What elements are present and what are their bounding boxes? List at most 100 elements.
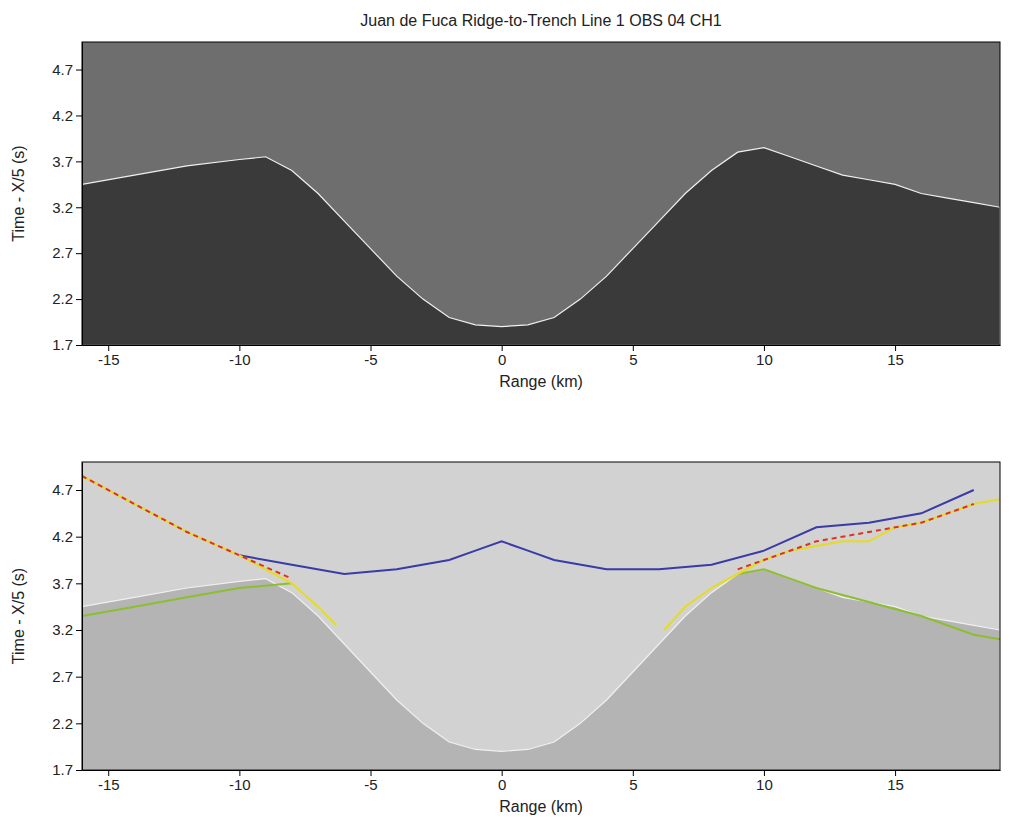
y-axis-title: Time - X/5 (s): [10, 145, 27, 241]
x-tick-label: 5: [629, 776, 637, 793]
y-axis-title: Time - X/5 (s): [10, 568, 27, 664]
y-tick-mark: [76, 770, 82, 771]
pick-line: [82, 583, 292, 616]
y-tick-mark: [76, 723, 82, 724]
pick-line: [738, 569, 1000, 639]
x-tick: 5: [629, 345, 637, 368]
arrival-area: [82, 569, 1000, 770]
y-tick-mark: [76, 630, 82, 631]
y-tick-label: 4.2: [52, 528, 73, 545]
x-tick: 15: [887, 770, 904, 793]
y-tick-label: 3.2: [52, 621, 73, 638]
y-axis-line: [82, 463, 83, 771]
x-tick: -10: [229, 345, 251, 368]
x-axis-title: Range (km): [499, 373, 583, 390]
x-axis-title: Range (km): [499, 798, 583, 815]
y-tick: 3.2: [52, 621, 82, 638]
y-tick: 2.2: [52, 290, 82, 307]
y-tick: 2.7: [52, 244, 82, 261]
y-tick-label: 2.2: [52, 290, 73, 307]
y-tick-label: 2.7: [52, 244, 73, 261]
y-tick-mark: [76, 583, 82, 584]
y-tick-label: 3.7: [52, 575, 73, 592]
y-tick: 3.2: [52, 199, 82, 216]
x-tick: 15: [887, 345, 904, 368]
x-tick-label: 0: [498, 776, 506, 793]
x-tick-label: -15: [98, 776, 120, 793]
y-axis: 1.7 2.2 2.7 3.2 3.7 4.2 4.7: [52, 43, 82, 354]
x-tick: -5: [364, 345, 377, 368]
x-axis: -15 -10 -5 0 5 10 15: [83, 770, 1001, 793]
y-tick: 4.2: [52, 107, 82, 124]
y-tick-mark: [76, 299, 82, 300]
x-tick: 5: [629, 770, 637, 793]
y-tick: 3.7: [52, 575, 82, 592]
x-tick: -15: [98, 770, 120, 793]
x-tick-label: 15: [887, 776, 904, 793]
y-tick: 2.2: [52, 715, 82, 732]
x-axis-line: [83, 770, 1001, 771]
y-tick-mark: [76, 677, 82, 678]
x-tick: -15: [98, 345, 120, 368]
x-tick: 0: [498, 770, 506, 793]
x-axis: -15 -10 -5 0 5 10 15: [83, 345, 1001, 368]
y-tick-mark: [76, 490, 82, 491]
marks: [82, 148, 1000, 345]
y-tick-mark: [76, 161, 82, 162]
x-tick: -10: [229, 770, 251, 793]
y-tick-label: 2.2: [52, 715, 73, 732]
panel: -15 -10 -5 0 5 10 15 1.7 2.2 2.7 3.2 3.7 4.2 4.7 Range…: [10, 462, 1001, 815]
plot-background: [82, 42, 1000, 345]
y-tick-label: 4.7: [52, 481, 73, 498]
chart-title: Juan de Fuca Ridge-to-Trench Line 1 OBS …: [360, 12, 721, 29]
y-tick-label: 4.7: [52, 61, 73, 78]
x-tick-label: 15: [887, 351, 904, 368]
panel: -15 -10 -5 0 5 10 15 1.7 2.2 2.7 3.2 3.7 4.2 4.7 Range…: [10, 12, 1001, 390]
y-tick-label: 1.7: [52, 761, 73, 778]
y-tick-mark: [76, 345, 82, 346]
y-tick: 2.7: [52, 668, 82, 685]
y-tick: 4.2: [52, 528, 82, 545]
y-tick-label: 2.7: [52, 668, 73, 685]
y-tick: 4.7: [52, 61, 82, 78]
y-axis-line: [82, 43, 83, 346]
y-tick-label: 1.7: [52, 336, 73, 353]
pick-line: [664, 499, 1000, 630]
x-tick-label: -10: [229, 351, 251, 368]
pick-line: [82, 476, 292, 579]
x-tick-label: 0: [498, 351, 506, 368]
y-tick-mark: [76, 115, 82, 116]
x-tick-label: -5: [364, 351, 377, 368]
x-tick-label: 10: [756, 776, 773, 793]
x-tick: 0: [498, 345, 506, 368]
x-tick-label: 10: [756, 351, 773, 368]
y-tick-mark: [76, 207, 82, 208]
y-tick-mark: [76, 537, 82, 538]
x-tick: 10: [756, 770, 773, 793]
plot-frame: [82, 42, 1000, 345]
y-tick-mark: [76, 70, 82, 71]
plot-background: [82, 462, 1000, 770]
x-tick-label: -10: [229, 776, 251, 793]
x-tick-label: -15: [98, 351, 120, 368]
y-axis: 1.7 2.2 2.7 3.2 3.7 4.2 4.7: [52, 463, 82, 779]
marks: [82, 476, 1000, 770]
y-tick-label: 4.2: [52, 107, 73, 124]
figure: -15 -10 -5 0 5 10 15 1.7 2.2 2.7 3.2 3.7 4.2 4.7 Range…: [0, 0, 1010, 836]
y-tick: 1.7: [52, 336, 82, 353]
arrival-area: [82, 148, 1000, 345]
pick-line: [738, 504, 974, 569]
y-tick: 3.7: [52, 153, 82, 170]
plot-frame: [82, 462, 1000, 770]
y-tick-label: 3.2: [52, 199, 73, 216]
y-tick-mark: [76, 253, 82, 254]
x-tick: 10: [756, 345, 773, 368]
y-tick-label: 3.7: [52, 153, 73, 170]
y-tick: 4.7: [52, 481, 82, 498]
x-tick: -5: [364, 770, 377, 793]
pick-line: [239, 490, 973, 574]
x-tick-label: 5: [629, 351, 637, 368]
x-tick-label: -5: [364, 776, 377, 793]
x-axis-line: [83, 345, 1001, 346]
pick-line: [82, 476, 336, 625]
